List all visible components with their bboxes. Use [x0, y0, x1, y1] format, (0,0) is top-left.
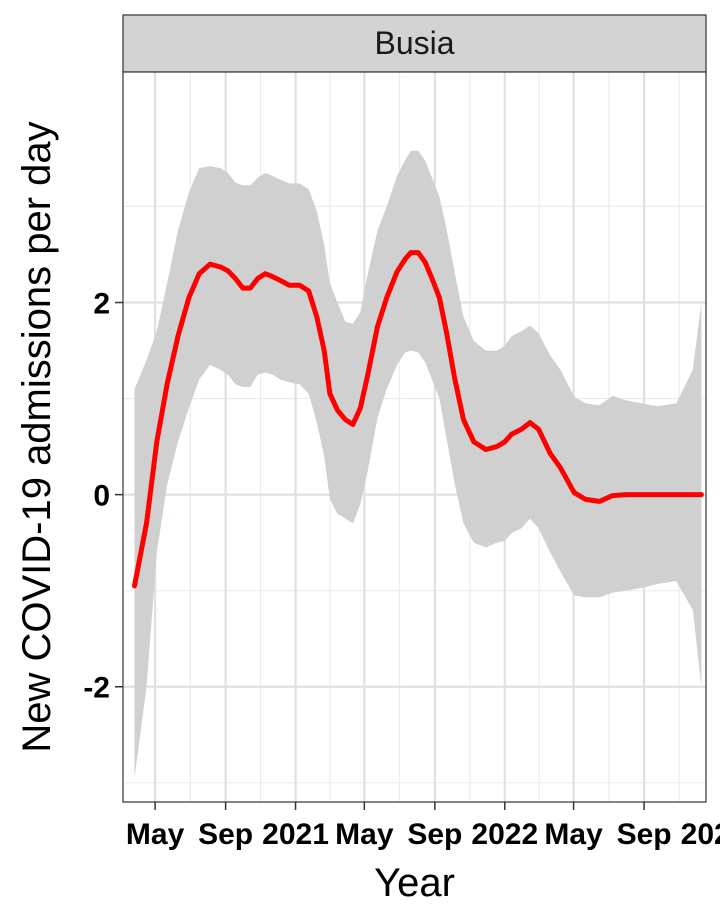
- facet-strip: [122, 14, 707, 73]
- x-tick-label: 2022: [681, 818, 720, 851]
- confidence-ribbon: [134, 150, 702, 779]
- y-tick-label: -2: [83, 672, 110, 705]
- x-axis: MaySep2021MaySep2022MaySep2022: [126, 802, 720, 851]
- x-tick-label: May: [544, 818, 603, 851]
- panel-border: [122, 71, 707, 803]
- facet-label: Busia: [374, 25, 454, 61]
- x-axis-title: Year: [374, 861, 455, 905]
- series-line: [132, 250, 704, 589]
- x-tick-label: Sep: [198, 818, 253, 851]
- x-tick-label: 2021: [262, 818, 329, 851]
- x-tick-label: 2022: [471, 818, 538, 851]
- y-tick-label: 2: [93, 288, 110, 321]
- x-tick-label: May: [335, 818, 394, 851]
- y-axis-title: New COVID-19 admissions per day: [15, 121, 59, 752]
- x-tick-label: Sep: [407, 818, 462, 851]
- line-layer: [132, 250, 704, 589]
- x-tick-label: Sep: [617, 818, 672, 851]
- y-tick-label: 0: [93, 480, 110, 513]
- x-tick-label: May: [126, 818, 185, 851]
- confidence-ribbon-layer: [134, 150, 702, 779]
- y-axis: -2 0 2: [83, 288, 123, 705]
